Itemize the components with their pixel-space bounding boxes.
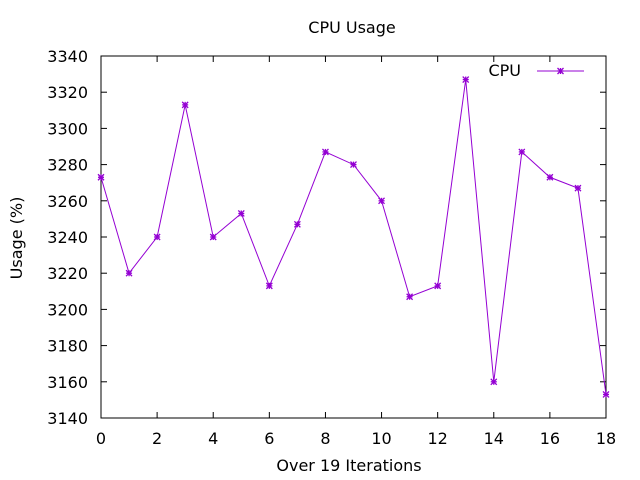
- y-tick-label-4: 3220: [47, 264, 88, 283]
- y-tick-label-9: 3320: [47, 83, 88, 102]
- x-tick-label-9: 18: [596, 429, 616, 448]
- y-tick-label-0: 3140: [47, 409, 88, 428]
- data-point-0-12: [434, 282, 442, 290]
- data-point-0-5: [237, 210, 245, 217]
- series-line-0: [100, 79, 607, 395]
- data-point-0-7: [293, 220, 301, 228]
- x-tick-label-5: 10: [371, 429, 391, 448]
- data-point-0-9: [350, 161, 357, 169]
- data-point-0-2: [153, 233, 161, 241]
- data-point-0-14: [490, 378, 498, 386]
- x-tick-label-2: 4: [208, 429, 218, 448]
- data-point-0-15: [518, 148, 526, 156]
- x-tick-label-8: 16: [540, 429, 560, 448]
- x-tick-label-0: 0: [96, 429, 106, 448]
- data-point-0-17: [574, 184, 582, 192]
- legend: CPU: [488, 61, 584, 80]
- y-tick-label-10: 3340: [47, 47, 88, 66]
- x-tick-label-1: 2: [152, 429, 162, 448]
- legend-label-cpu: CPU: [488, 61, 521, 80]
- data-point-0-13: [462, 76, 470, 83]
- legend-marker-cpu: [557, 67, 564, 75]
- y-axis-title: Usage (%): [7, 197, 26, 280]
- y-tick-label-3: 3200: [47, 300, 88, 319]
- data-point-0-4: [209, 233, 217, 241]
- x-tick-label-4: 8: [320, 429, 330, 448]
- y-tick-label-6: 3260: [47, 192, 88, 211]
- data-point-0-0: [97, 173, 105, 181]
- data-point-0-1: [125, 269, 133, 277]
- data-point-0-18: [602, 391, 610, 398]
- data-point-0-8: [321, 148, 329, 156]
- x-tick-label-6: 12: [427, 429, 447, 448]
- y-tick-label-8: 3300: [47, 119, 88, 138]
- plot-area-border: [100, 55, 607, 419]
- y-tick-label-2: 3180: [47, 337, 88, 356]
- y-tick-label-7: 3280: [47, 156, 88, 175]
- y-tick-label-5: 3240: [47, 228, 88, 247]
- data-point-0-3: [181, 101, 189, 109]
- series-layer: [97, 76, 610, 398]
- chart-title: CPU Usage: [308, 18, 395, 37]
- data-point-0-10: [378, 197, 386, 205]
- x-tick-label-3: 6: [264, 429, 274, 448]
- x-axis-title: Over 19 Iterations: [276, 456, 421, 475]
- x-tick-label-7: 14: [484, 429, 504, 448]
- axis-ticks: 3140 3160 3180 3200 3220 3240 3260 3280 3300 3320…: [47, 47, 616, 448]
- legend-marker-glyph: [557, 67, 564, 75]
- data-point-0-16: [546, 173, 554, 181]
- y-tick-label-1: 3160: [47, 373, 88, 392]
- data-point-0-11: [406, 293, 414, 301]
- data-point-0-6: [265, 282, 273, 290]
